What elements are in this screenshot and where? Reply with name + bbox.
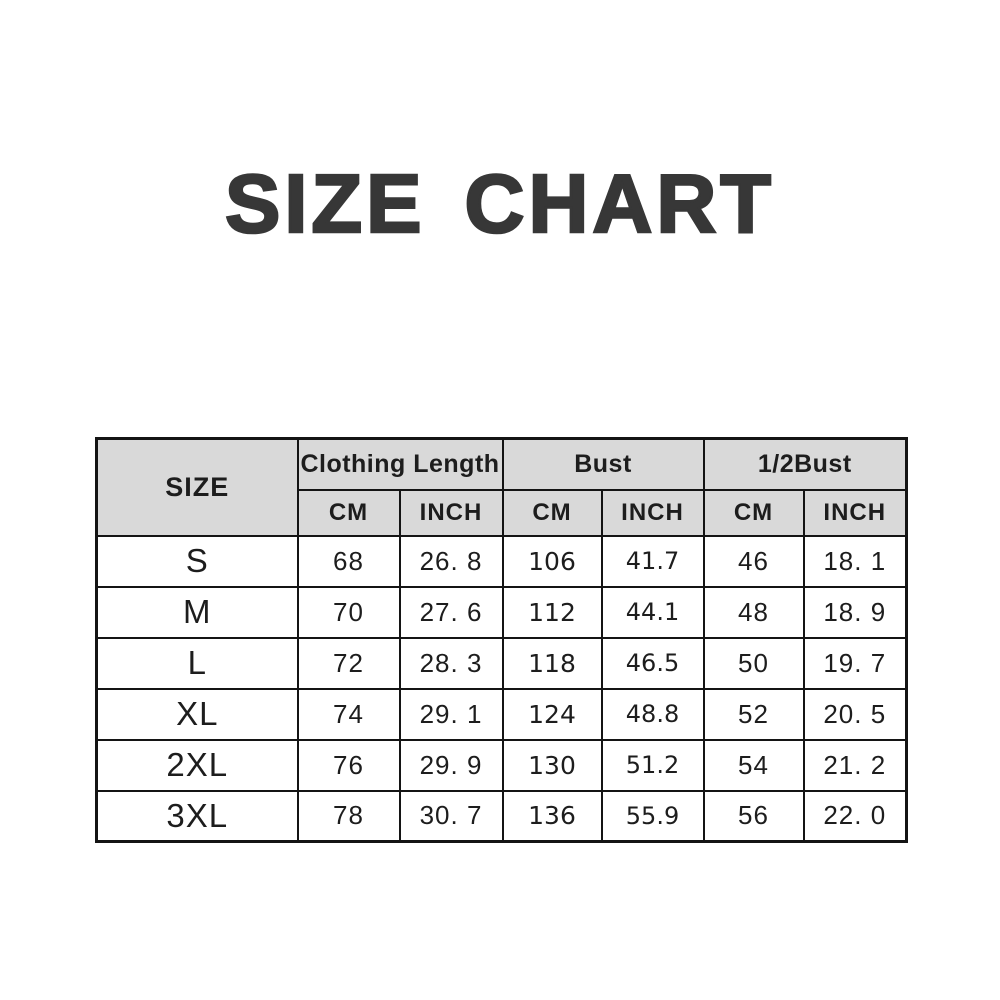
- value-cell: 41.7: [600, 534, 705, 588]
- value-cell: 56: [702, 789, 805, 843]
- value-cell: 30. 7: [398, 789, 504, 843]
- value-cell: 52: [702, 687, 805, 741]
- size-table-container: SIZE Clothing Length Bust 1/2Bust CM INC…: [95, 437, 908, 843]
- header-group-half-bust: 1/2Bust: [702, 437, 908, 491]
- value-cell: 22. 0: [802, 789, 908, 843]
- value-cell: 106: [501, 534, 603, 588]
- size-label: S: [95, 534, 299, 588]
- value-cell: 78: [296, 789, 401, 843]
- size-table: SIZE Clothing Length Bust 1/2Bust CM INC…: [95, 437, 908, 843]
- table-row: L 72 28. 3 118 46.5 50 19. 7: [95, 636, 908, 690]
- header-unit-cm: CM: [501, 488, 603, 537]
- table-row: 2XL 76 29. 9 130 51.2 54 21. 2: [95, 738, 908, 792]
- value-cell: 46: [702, 534, 805, 588]
- header-unit-inch: INCH: [600, 488, 705, 537]
- value-cell: 55.9: [600, 789, 705, 843]
- size-label: 3XL: [95, 789, 299, 843]
- value-cell: 124: [501, 687, 603, 741]
- value-cell: 112: [501, 585, 603, 639]
- value-cell: 18. 1: [802, 534, 908, 588]
- value-cell: 74: [296, 687, 401, 741]
- value-cell: 54: [702, 738, 805, 792]
- value-cell: 29. 1: [398, 687, 504, 741]
- value-cell: 136: [501, 789, 603, 843]
- value-cell: 118: [501, 636, 603, 690]
- value-cell: 76: [296, 738, 401, 792]
- value-cell: 19. 7: [802, 636, 908, 690]
- value-cell: 48.8: [600, 687, 705, 741]
- header-group-clothing-length: Clothing Length: [296, 437, 504, 491]
- value-cell: 70: [296, 585, 401, 639]
- value-cell: 20. 5: [802, 687, 908, 741]
- value-cell: 68: [296, 534, 401, 588]
- table-row: M 70 27. 6 112 44.1 48 18. 9: [95, 585, 908, 639]
- header-unit-inch: INCH: [398, 488, 504, 537]
- size-table-body: S 68 26. 8 106 41.7 46 18. 1 M 70 27. 6 …: [95, 534, 908, 843]
- header-size: SIZE: [95, 437, 299, 537]
- size-label: XL: [95, 687, 299, 741]
- value-cell: 130: [501, 738, 603, 792]
- size-table-header: SIZE Clothing Length Bust 1/2Bust CM INC…: [95, 437, 908, 537]
- size-label: M: [95, 585, 299, 639]
- value-cell: 51.2: [600, 738, 705, 792]
- header-group-bust: Bust: [501, 437, 705, 491]
- value-cell: 46.5: [600, 636, 705, 690]
- table-row: XL 74 29. 1 124 48.8 52 20. 5: [95, 687, 908, 741]
- value-cell: 29. 9: [398, 738, 504, 792]
- header-unit-inch: INCH: [802, 488, 908, 537]
- value-cell: 27. 6: [398, 585, 504, 639]
- value-cell: 21. 2: [802, 738, 908, 792]
- table-row: S 68 26. 8 106 41.7 46 18. 1: [95, 534, 908, 588]
- value-cell: 18. 9: [802, 585, 908, 639]
- value-cell: 48: [702, 585, 805, 639]
- size-label: 2XL: [95, 738, 299, 792]
- page-title: SIZE CHART: [224, 157, 775, 250]
- value-cell: 28. 3: [398, 636, 504, 690]
- value-cell: 26. 8: [398, 534, 504, 588]
- size-label: L: [95, 636, 299, 690]
- value-cell: 50: [702, 636, 805, 690]
- value-cell: 44.1: [600, 585, 705, 639]
- header-unit-cm: CM: [296, 488, 401, 537]
- value-cell: 72: [296, 636, 401, 690]
- table-row: 3XL 78 30. 7 136 55.9 56 22. 0: [95, 789, 908, 843]
- header-unit-cm: CM: [702, 488, 805, 537]
